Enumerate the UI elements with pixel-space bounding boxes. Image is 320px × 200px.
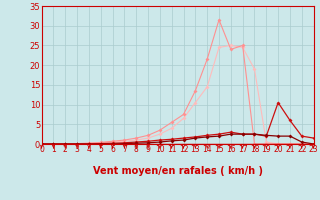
X-axis label: Vent moyen/en rafales ( km/h ): Vent moyen/en rafales ( km/h ) (92, 165, 263, 176)
